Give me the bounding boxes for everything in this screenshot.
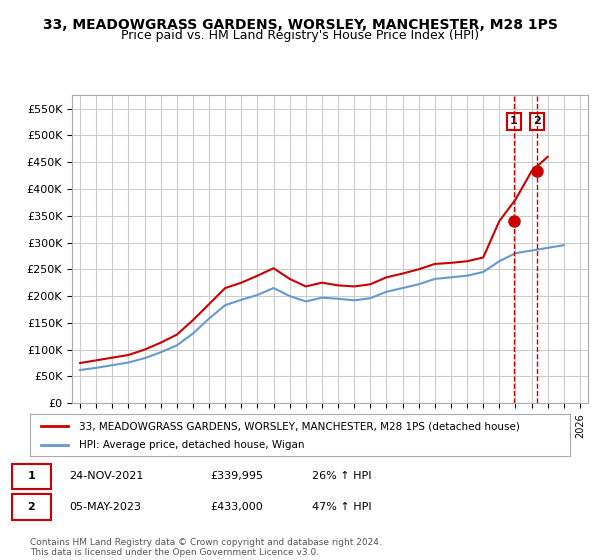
FancyBboxPatch shape [12,494,51,520]
Text: 33, MEADOWGRASS GARDENS, WORSLEY, MANCHESTER, M28 1PS: 33, MEADOWGRASS GARDENS, WORSLEY, MANCHE… [43,18,557,32]
Text: £433,000: £433,000 [210,502,263,512]
Text: 2: 2 [533,116,541,127]
Text: £339,995: £339,995 [210,472,263,482]
Text: 47% ↑ HPI: 47% ↑ HPI [312,502,371,512]
Text: 1: 1 [28,472,35,482]
Text: 26% ↑ HPI: 26% ↑ HPI [312,472,371,482]
Text: Contains HM Land Registry data © Crown copyright and database right 2024.
This d: Contains HM Land Registry data © Crown c… [30,538,382,557]
Text: HPI: Average price, detached house, Wigan: HPI: Average price, detached house, Wiga… [79,440,304,450]
Text: Price paid vs. HM Land Registry's House Price Index (HPI): Price paid vs. HM Land Registry's House … [121,29,479,42]
Text: 33, MEADOWGRASS GARDENS, WORSLEY, MANCHESTER, M28 1PS (detached house): 33, MEADOWGRASS GARDENS, WORSLEY, MANCHE… [79,421,520,431]
FancyBboxPatch shape [12,464,51,489]
Text: 05-MAY-2023: 05-MAY-2023 [69,502,141,512]
Text: 24-NOV-2021: 24-NOV-2021 [69,472,143,482]
Text: 1: 1 [510,116,518,127]
Text: 2: 2 [28,502,35,512]
